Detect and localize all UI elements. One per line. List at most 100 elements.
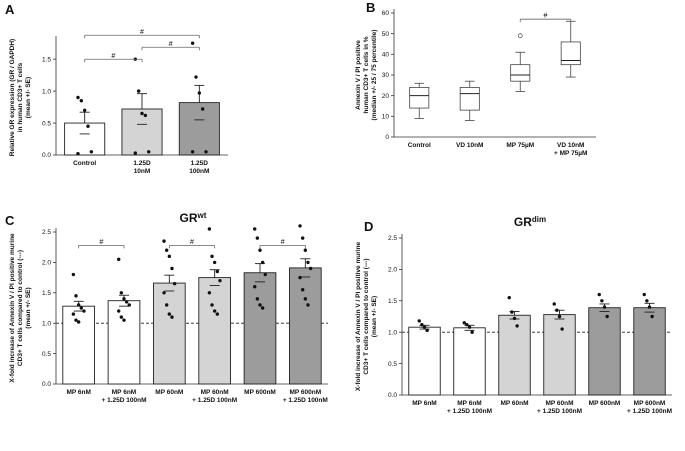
chart1-x-tick-label: VD 10nM [456, 142, 483, 149]
chart2-y-tick-label: 2.0 [42, 260, 51, 267]
chart1-y-tick-label: 40 [382, 52, 390, 59]
chart2-data-point [170, 315, 174, 319]
chart2-y-tick-label: 1.5 [42, 290, 51, 297]
chart2-bar [289, 267, 322, 385]
chart3-data-point [602, 305, 607, 309]
chart0-y-label: in human CD3+ T cells [17, 62, 24, 132]
chart2-data-point [306, 303, 310, 307]
chart2-data-point [300, 236, 305, 240]
chart3-title: GRdim [514, 215, 546, 230]
chart1-x-tick-label: MP 75µM [506, 142, 534, 149]
chart3-y-tick-label: 1.0 [388, 329, 397, 336]
chart1-y-label: Annexin V / PI positive [355, 40, 362, 110]
chart2-significance-label: # [99, 239, 103, 246]
chart2-data-point [253, 227, 257, 231]
chart2-data-point [308, 266, 313, 271]
chart1-box [560, 41, 581, 66]
chart2-bar [107, 300, 141, 385]
chart2-data-point [215, 269, 220, 274]
chart3-data-point [420, 322, 424, 327]
chart2-x-tick-label: MP 6nM [66, 389, 90, 396]
chart2-x-tick-label: + 1.25D 100nM [283, 397, 328, 404]
chart1-panel-label: B [366, 0, 375, 15]
chart2-bar [198, 277, 231, 385]
chart3-data-point [600, 299, 604, 303]
chart0-data-point [86, 124, 90, 128]
chart2-data-point [207, 227, 212, 231]
chart2-data-point [76, 303, 81, 307]
chart1-x-tick-label: + MP 75µM [554, 150, 587, 157]
chart3-x-tick-label: MP 60nM [545, 400, 573, 407]
chart2-data-point [76, 320, 81, 324]
chart0-y-label: Relative GR expression (GR / GAPDH) [9, 39, 16, 156]
chart2-data-point [212, 309, 217, 313]
chart2-y-label: X-fold increase of Annexin V / PI positi… [9, 233, 16, 383]
chart0-data-point [204, 150, 208, 154]
chart3-y-tick-label: 1.5 [388, 298, 397, 305]
chart2-data-point [71, 312, 76, 316]
chart3-bar [543, 314, 576, 396]
chart0-data-point [197, 91, 202, 95]
chart3-y-label: (mean +/- SE) [371, 296, 378, 337]
chart2-data-point [258, 248, 262, 252]
chart3-bar [453, 327, 486, 396]
chart2-x-tick-label: MP 60nM [201, 389, 229, 396]
chart0-y-tick-label: 1.5 [42, 56, 51, 63]
chart2-title: GRwt [180, 211, 207, 226]
chart2-data-point [167, 312, 172, 316]
chart0-data-point [136, 89, 141, 93]
chart2-data-point [119, 291, 124, 295]
chart2-x-tick-label: + 1.25D 100nM [102, 397, 147, 404]
chart3-data-point [417, 319, 421, 323]
chart0-data-point [143, 113, 148, 118]
chart2-data-point [215, 312, 220, 316]
chart1-y-tick-label: 50 [382, 31, 390, 38]
chart0-y-tick-label: 0.0 [42, 152, 51, 159]
chart3-data-point [560, 327, 564, 331]
chart0-x-tick-label: 100nM [189, 168, 209, 175]
chart2-x-tick-label: + 1.25D 100nM [192, 397, 237, 404]
chart0-significance-label: # [111, 53, 115, 60]
chart3-data-point [462, 321, 466, 325]
chart3-data-point [465, 322, 469, 327]
chart0-data-point [76, 95, 80, 100]
chart2-data-point [119, 315, 124, 319]
chart3-x-tick-label: MP 600nM [589, 400, 621, 407]
chart1-box [459, 87, 480, 111]
chart3-x-tick-label: MP 60nM [500, 400, 528, 407]
chart2-data-point [162, 291, 166, 295]
chart2-y-tick-label: 0.5 [42, 351, 51, 358]
chart3-y-tick-label: 0.5 [388, 361, 397, 368]
chart3-bar [588, 307, 621, 396]
chart2-data-point [212, 260, 217, 265]
chart2-bar [243, 272, 277, 385]
chart3-y-tick-label: 2.5 [388, 235, 397, 242]
chart0-data-point [194, 75, 198, 79]
chart1-y-tick-label: 0 [385, 134, 389, 141]
chart2-data-point [303, 297, 308, 301]
chart2-data-point [172, 281, 177, 286]
chart2-significance-label: # [190, 239, 194, 246]
chart3-y-label: X-fold increase of Annexin V / PI positi… [355, 241, 362, 391]
chart2-data-point [74, 318, 78, 322]
chart2-y-label: CD3+ T cells compared to control (---) [17, 250, 24, 366]
chart2-x-tick-label: MP 60nM [155, 389, 183, 396]
chart3-bar [633, 307, 666, 396]
chart2-x-tick-label: MP 600nM [244, 389, 276, 396]
chart2-significance-label: # [281, 239, 285, 246]
chart1-x-tick-label: VD 10nM [557, 142, 584, 149]
chart0-data-point [133, 151, 138, 155]
chart3-x-tick-label: + 1.25D 100nM [537, 408, 582, 415]
chart0-data-point [140, 111, 144, 116]
chart2-data-point [71, 272, 76, 277]
chart2-data-point [164, 248, 169, 252]
chart3-data-point [552, 302, 556, 306]
chart2-data-point [260, 306, 265, 310]
chart2-data-point [210, 254, 214, 259]
chart3-data-point [422, 325, 427, 329]
chart0-data-point [82, 108, 87, 112]
chart0-significance-label: # [140, 29, 144, 36]
chart1-significance-label: # [544, 13, 548, 20]
chart3-data-point [555, 308, 559, 312]
chart2-data-point [260, 260, 265, 265]
